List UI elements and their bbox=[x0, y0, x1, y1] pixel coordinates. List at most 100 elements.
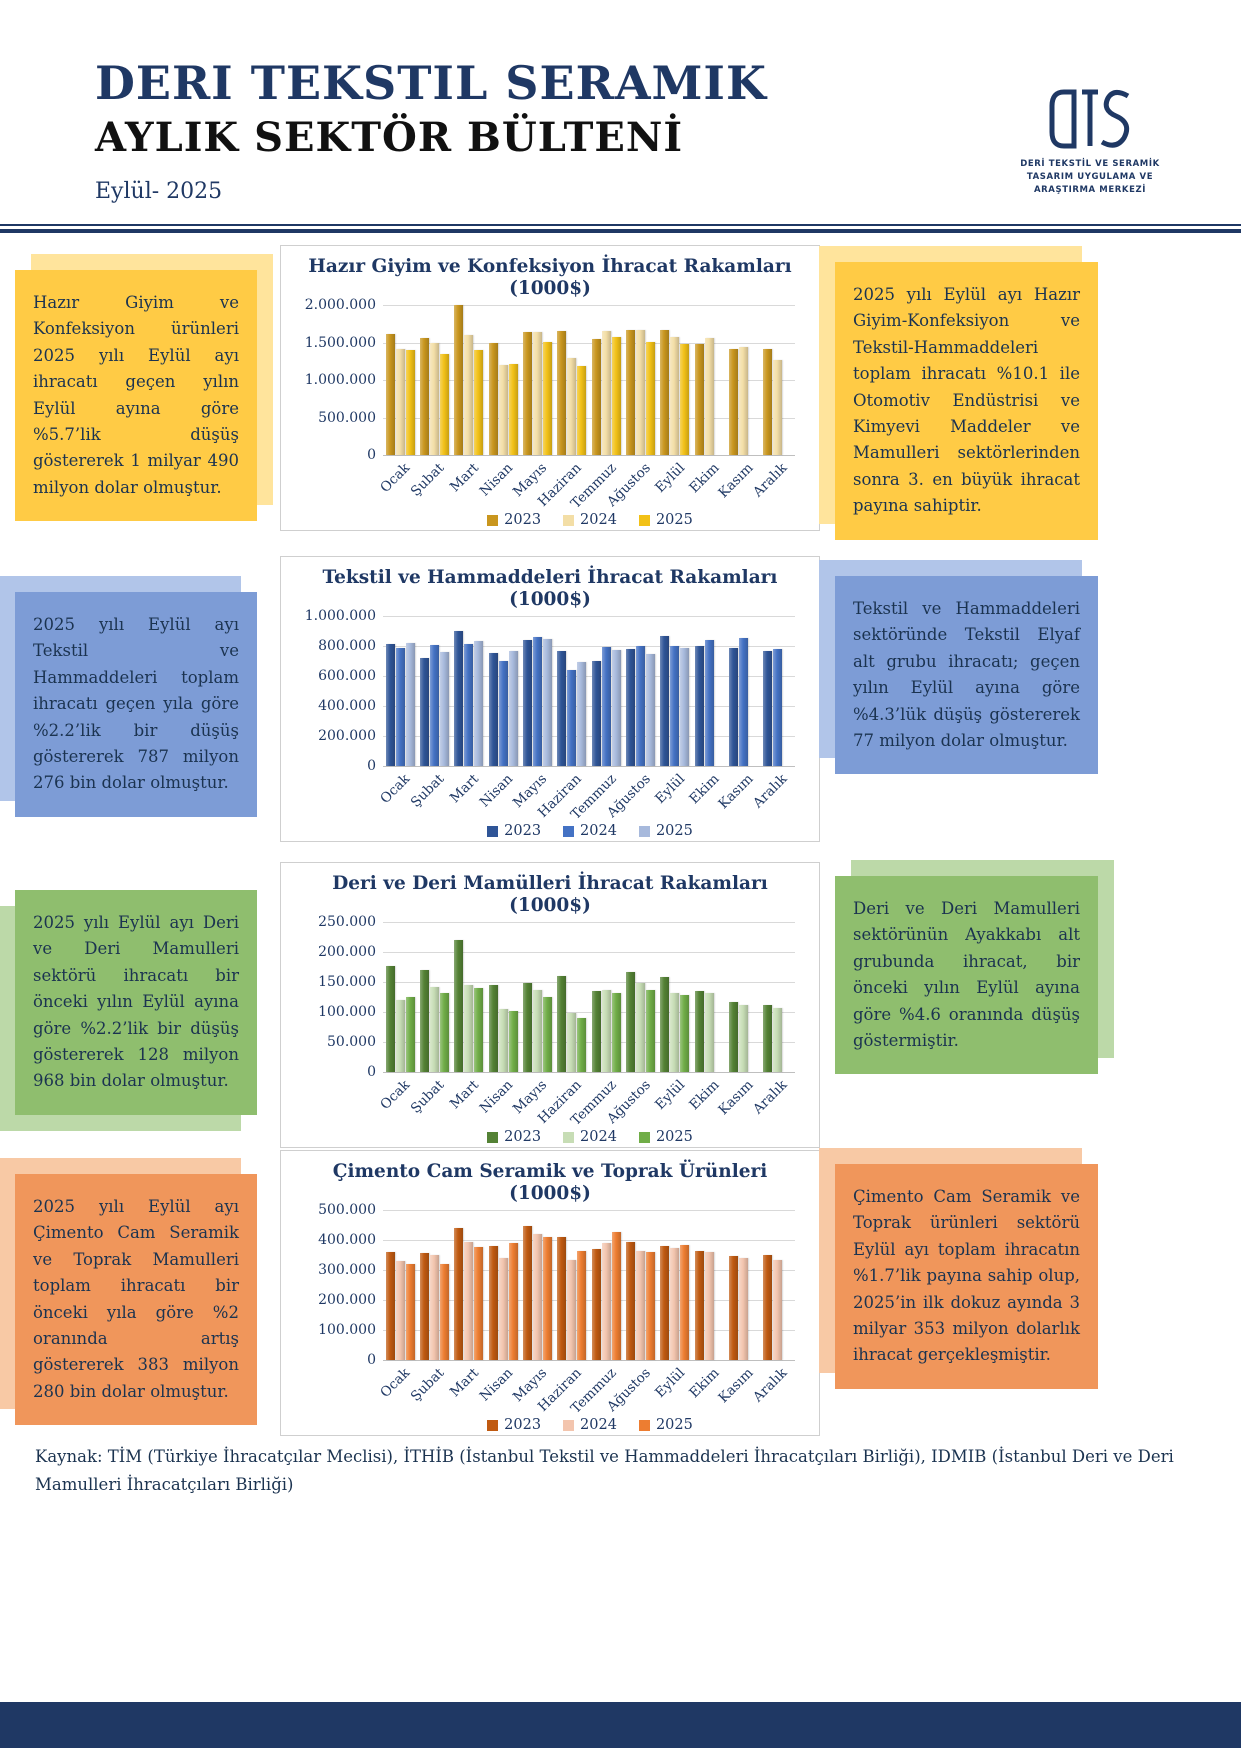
legend-swatch-icon bbox=[563, 1131, 575, 1143]
bar-group-Haziran bbox=[555, 616, 589, 767]
header-divider bbox=[0, 224, 1241, 233]
bar-2023-Ekim bbox=[694, 1250, 704, 1361]
bar-2024-Ekim bbox=[704, 639, 714, 767]
legend-item-2024: 2024 bbox=[563, 823, 617, 839]
plot-area: 0 500.000 1.000.000 1.500.000 2.000.000 bbox=[305, 297, 795, 463]
bars-layer bbox=[383, 305, 795, 456]
gridline bbox=[383, 616, 795, 618]
legend-item-2023: 2023 bbox=[487, 1417, 541, 1433]
bar-2024-Eylül bbox=[670, 336, 680, 456]
bar-2024-Mart bbox=[464, 644, 474, 767]
legend-label: 2025 bbox=[655, 1417, 693, 1434]
note-text: 2025 yılı Eylül ayı Çimento Cam Seramik … bbox=[15, 1174, 257, 1426]
bar-2023-Ocak bbox=[385, 965, 395, 1073]
header: DERI TEKSTIL SERAMIK AYLIK SEKTÖR BÜLTEN… bbox=[95, 58, 915, 204]
bar-2025-Ağustos bbox=[645, 990, 655, 1073]
bar-group-Eylül bbox=[658, 922, 692, 1073]
bar-group-Temmuz bbox=[589, 1210, 623, 1361]
legend-item-2023: 2023 bbox=[487, 1129, 541, 1145]
month-label: Ocak bbox=[377, 460, 414, 497]
bar-2024-Mayıs bbox=[532, 990, 542, 1073]
bar-group-Mayıs bbox=[520, 922, 554, 1073]
gridline bbox=[383, 1330, 795, 1332]
legend-item-2024: 2024 bbox=[563, 512, 617, 528]
month-label: Eylül bbox=[651, 1365, 688, 1402]
bar-2023-Eylül bbox=[660, 635, 670, 767]
y-axis-tick-label: 2.000.000 bbox=[304, 297, 376, 314]
chart-subtitle: (1000$) bbox=[509, 1183, 591, 1205]
y-axis-tick-label: 200.000 bbox=[318, 728, 376, 745]
note-text: Deri ve Deri Mamulleri sektörünün Ayakka… bbox=[835, 876, 1098, 1075]
bar-group-Ağustos bbox=[623, 922, 657, 1073]
bar-group-Ekim bbox=[692, 1210, 726, 1361]
bar-2024-Aralık bbox=[773, 649, 783, 767]
legend-label: 2023 bbox=[504, 1417, 542, 1434]
bar-2025-Haziran bbox=[577, 1250, 587, 1361]
note-text: 2025 yılı Eylül ayı Tekstil ve Hammaddel… bbox=[15, 592, 257, 817]
chart-subtitle: (1000$) bbox=[509, 278, 591, 300]
legend-swatch-icon bbox=[487, 1419, 499, 1431]
y-axis-tick-label: 250.000 bbox=[318, 914, 376, 931]
bar-2024-Ağustos bbox=[635, 646, 645, 767]
bar-2025-Temmuz bbox=[611, 336, 621, 456]
x-axis-cell: Aralık bbox=[750, 456, 795, 512]
bar-group-Ocak bbox=[383, 1210, 417, 1361]
legend-label: 2024 bbox=[580, 1417, 617, 1434]
bar-2025-Haziran bbox=[577, 1018, 587, 1073]
note-cimento-right: Çimento Cam Seramik ve Toprak ürünleri s… bbox=[819, 1148, 1098, 1389]
x-axis-labels: Ocak Şubat Mart Nisan Mayıs Haziran Temmuz Ağus… bbox=[377, 767, 795, 823]
gridline bbox=[383, 676, 795, 678]
bar-2023-Kasım bbox=[728, 1001, 738, 1073]
bar-2023-Mart bbox=[454, 630, 464, 767]
bar-2025-Ocak bbox=[405, 996, 415, 1073]
bar-group-Aralık bbox=[761, 616, 795, 767]
legend-label: 2025 bbox=[655, 1129, 693, 1146]
bar-2024-Ekim bbox=[704, 993, 714, 1073]
y-axis-tick-label: 1.000.000 bbox=[304, 372, 376, 389]
gridline bbox=[383, 706, 795, 708]
bar-group-Ocak bbox=[383, 616, 417, 767]
month-label: Eylül bbox=[651, 771, 688, 808]
bar-2025-Şubat bbox=[439, 652, 449, 767]
bar-2025-Temmuz bbox=[611, 992, 621, 1073]
bar-2023-Ağustos bbox=[625, 1241, 635, 1361]
bar-2023-Kasım bbox=[728, 1256, 738, 1361]
plot-area: 0 50.000 100.000 150.000 200.000 250.000 bbox=[318, 914, 795, 1080]
bar-2024-Kasım bbox=[738, 1257, 748, 1361]
y-axis-tick-label: 300.000 bbox=[318, 1262, 376, 1279]
month-label: Ocak bbox=[377, 1365, 414, 1402]
bar-2023-Ocak bbox=[385, 644, 395, 767]
legend-swatch-icon bbox=[638, 1419, 650, 1431]
legend-swatch-icon bbox=[487, 514, 499, 526]
bar-2023-Kasım bbox=[728, 348, 738, 456]
gridline bbox=[383, 1270, 795, 1272]
y-axis-tick-label: 1.000.000 bbox=[304, 608, 376, 625]
bar-2025-Nisan bbox=[508, 363, 518, 456]
legend-item-2023: 2023 bbox=[487, 823, 541, 839]
bar-2024-Ocak bbox=[395, 1000, 405, 1073]
bar-2024-Nisan bbox=[498, 1258, 508, 1361]
bar-2024-Ağustos bbox=[635, 330, 645, 456]
bar-group-Şubat bbox=[417, 922, 451, 1073]
bar-group-Şubat bbox=[417, 305, 451, 456]
legend-swatch-icon bbox=[638, 825, 650, 837]
bar-group-Ağustos bbox=[623, 616, 657, 767]
bar-2023-Mart bbox=[454, 940, 464, 1073]
y-axis-tick-label: 500.000 bbox=[318, 409, 376, 426]
y-axis-tick-label: 600.000 bbox=[318, 668, 376, 685]
gridline bbox=[383, 1210, 795, 1212]
y-axis-tick-label: 100.000 bbox=[318, 1004, 376, 1021]
month-label: Mart bbox=[446, 1077, 482, 1113]
gridline bbox=[383, 982, 795, 984]
legend-swatch-icon bbox=[638, 514, 650, 526]
bar-group-Eylül bbox=[658, 616, 692, 767]
bar-2023-Şubat bbox=[419, 970, 429, 1073]
note-deri-left: 2025 yılı Eylül ayı Deri ve Deri Mamulle… bbox=[0, 890, 257, 1131]
bar-2024-Şubat bbox=[429, 986, 439, 1073]
bar-2025-Ocak bbox=[405, 642, 415, 767]
gridline bbox=[383, 952, 795, 954]
bar-2023-Aralık bbox=[763, 348, 773, 456]
gridline bbox=[383, 736, 795, 738]
bar-2023-Ağustos bbox=[625, 971, 635, 1073]
x-axis-labels: Ocak Şubat Mart Nisan Mayıs Haziran Temmuz Ağus… bbox=[377, 1361, 795, 1417]
